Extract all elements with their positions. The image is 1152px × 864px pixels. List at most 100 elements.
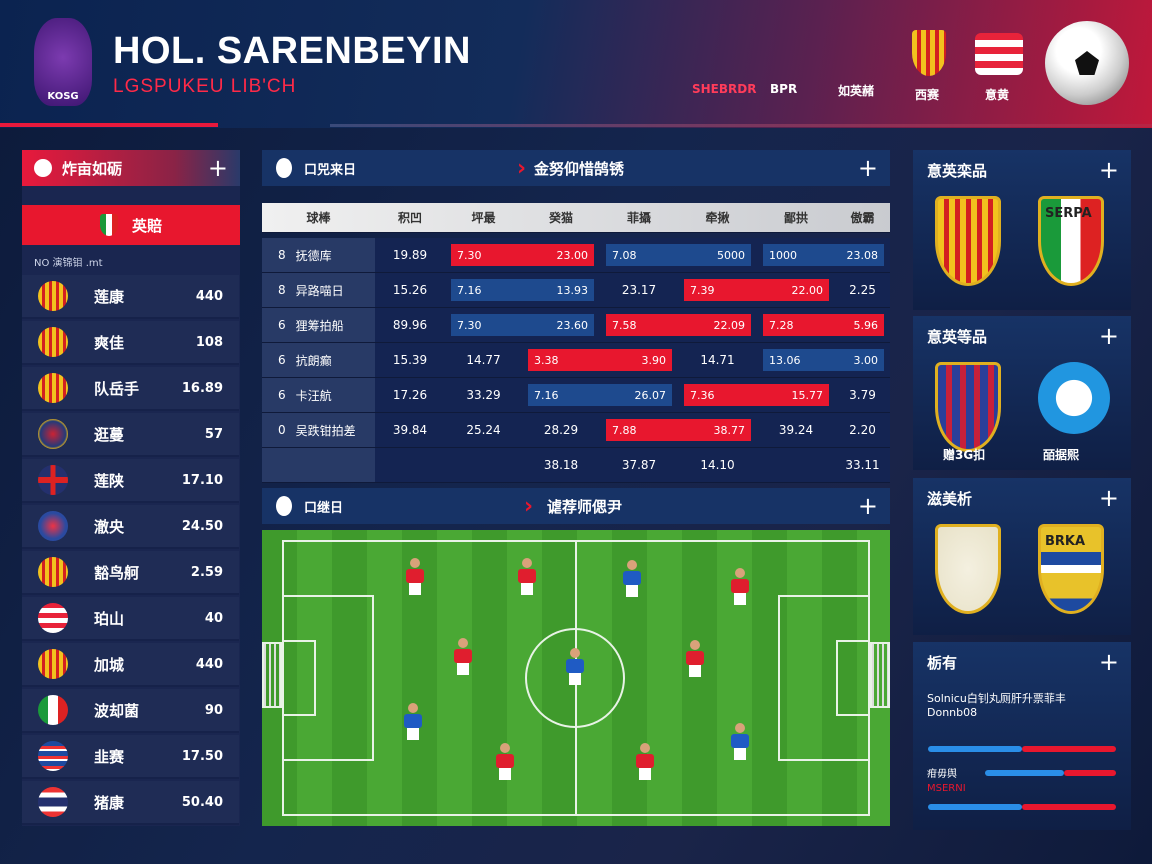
nav-item-2[interactable]: BPR <box>770 82 798 96</box>
team-value: 440 <box>195 656 223 672</box>
stat-bar-away <box>1063 770 1116 776</box>
table-row[interactable]: 38.18 37.87 14.10 33.11 <box>262 448 890 483</box>
pitch-panel-header: 口继日 › 谑荐师偲尹 + <box>262 488 890 524</box>
flag-blue-icon <box>38 741 68 771</box>
red-highlight-bar: 7.88 38.77 <box>606 419 751 441</box>
row-team-cell: 6 抗朗癫 <box>262 343 375 377</box>
crest-navy-icon <box>38 419 68 449</box>
goal-left <box>262 642 282 708</box>
home-player[interactable] <box>405 558 425 596</box>
expand-plus-icon[interactable]: + <box>1098 322 1119 350</box>
column-header[interactable]: 积凹 <box>397 211 422 225</box>
expand-plus-icon[interactable]: + <box>857 492 878 520</box>
home-player[interactable] <box>730 568 750 606</box>
team-list-item[interactable]: 爽佳 108 <box>22 321 239 365</box>
bar-value: 7.28 <box>769 318 794 332</box>
red-highlight-bar: 7.36 15.77 <box>684 384 829 406</box>
bar-value: 26.07 <box>634 388 667 402</box>
bar-value: 5000 <box>717 248 745 262</box>
row-rank: 8 <box>278 283 286 297</box>
bar-value: 3.90 <box>641 353 667 367</box>
column-header[interactable]: 菲攝 <box>626 211 651 225</box>
table-cell: 17.26 <box>392 388 428 402</box>
row-team-cell: 0 吴跌钳拍差 <box>262 413 375 447</box>
flag-icon[interactable] <box>975 33 1023 75</box>
team-crest-icon[interactable] <box>935 362 1001 452</box>
row-team-name: 狸筹拍船 <box>295 318 344 333</box>
team-list-item[interactable]: 波却菌 90 <box>22 689 239 733</box>
table-row[interactable]: 6 狸筹拍船 89.96 7.30 23.60 7.58 22.09 7.28 5.96 <box>262 308 890 343</box>
nav-item-1[interactable]: SHEBRDR <box>692 82 757 96</box>
expand-plus-icon[interactable]: + <box>1098 156 1119 184</box>
nav-item-5[interactable]: 意黄 <box>985 88 1010 102</box>
league-tab-selected[interactable]: 英賠 <box>22 205 240 245</box>
team-list-item[interactable]: 澈央 24.50 <box>22 505 239 549</box>
column-header[interactable]: 癸猫 <box>548 211 573 225</box>
team-name: 澈央 <box>94 517 125 536</box>
team-list-item[interactable]: 莲陕 17.10 <box>22 459 239 503</box>
bar-value: 7.16 <box>457 283 482 297</box>
home-player[interactable] <box>495 743 515 781</box>
team-name: 豁鸟舸 <box>94 563 140 582</box>
home-player[interactable] <box>517 558 537 596</box>
table-panel-title: 金努仰惜鹄锈 <box>534 159 625 178</box>
team-list-item[interactable]: 珀山 40 <box>22 597 239 641</box>
column-header[interactable]: 球棒 <box>306 211 331 225</box>
away-player[interactable] <box>403 703 423 741</box>
team-crest-icon[interactable] <box>1038 362 1110 434</box>
table-cell: 39.84 <box>392 423 428 437</box>
app-title: HOL. SARENBEYIN <box>113 30 471 72</box>
standings-table: 球棒 积凹 坪最 癸猫 菲攝 牵揪 鄙拱 傲霸 8 抚德库 19.89 7.30 23.00 7.08 50… <box>262 203 890 483</box>
team-value: 2.59 <box>190 564 223 580</box>
expand-plus-icon[interactable]: + <box>857 154 878 182</box>
table-row[interactable]: 0 吴跌钳拍差 39.84 25.24 28.29 7.88 38.77 39.24 2.20 <box>262 413 890 448</box>
team-crest-icon[interactable] <box>1038 196 1104 286</box>
team-list-item[interactable]: 加城 440 <box>22 643 239 687</box>
table-row[interactable]: 8 抚德库 19.89 7.30 23.00 7.08 5000 1000 23.08 <box>262 238 890 273</box>
nav-item-4[interactable]: 西赛 <box>915 88 940 102</box>
team-crest-icon[interactable] <box>935 196 1001 286</box>
expand-plus-icon[interactable]: + <box>207 154 228 182</box>
nav-item-3[interactable]: 如英赭 <box>838 84 875 98</box>
column-header[interactable]: 坪最 <box>471 211 496 225</box>
away-player[interactable] <box>730 723 750 761</box>
home-player[interactable] <box>453 638 473 676</box>
crest-label: 赠3G扣 <box>943 448 986 462</box>
expand-plus-icon[interactable]: + <box>1098 484 1119 512</box>
team-list-item[interactable]: 莲康 440 <box>22 275 239 319</box>
home-player[interactable] <box>635 743 655 781</box>
league-icon <box>34 159 52 177</box>
italy-flag-icon <box>99 214 118 236</box>
bar-value: 38.77 <box>713 423 746 437</box>
table-cell: 2.25 <box>849 283 876 297</box>
stats-label: MSERNI <box>927 783 966 794</box>
team-list-item[interactable]: 队岳手 16.89 <box>22 367 239 411</box>
away-player[interactable] <box>565 648 585 686</box>
pitch-panel-label: 口继日 <box>304 500 344 516</box>
section-label: NO 演锦钼 .mt <box>34 258 103 269</box>
blue-highlight-bar: 1000 23.08 <box>763 244 884 266</box>
table-cell: 33.11 <box>845 458 880 472</box>
column-header[interactable]: 傲霸 <box>850 211 875 225</box>
team-list-item[interactable]: 韭赛 17.50 <box>22 735 239 779</box>
away-player[interactable] <box>622 560 642 598</box>
table-cell: 25.24 <box>466 423 501 437</box>
team-list-item[interactable]: 豁鸟舸 2.59 <box>22 551 239 595</box>
team-list-item[interactable]: 猪康 50.40 <box>22 781 239 825</box>
expand-plus-icon[interactable]: + <box>1098 648 1119 676</box>
table-row[interactable]: 6 卡汪航 17.26 33.29 7.16 26.07 7.36 15.77 3.79 <box>262 378 890 413</box>
table-cell: 19.89 <box>392 248 428 262</box>
crest-icon[interactable] <box>912 30 946 76</box>
table-row[interactable]: 8 异路喵日 15.26 7.16 13.93 23.17 7.39 22.00 2.25 <box>262 273 890 308</box>
team-crest-icon[interactable] <box>935 524 1001 614</box>
column-header[interactable]: 牵揪 <box>705 211 730 225</box>
home-player[interactable] <box>685 640 705 678</box>
team-crest-icon[interactable] <box>1038 524 1104 614</box>
bar-value: 3.00 <box>853 353 879 367</box>
column-header[interactable]: 鄙拱 <box>783 211 808 225</box>
team-list-item[interactable]: 逛蔓 57 <box>22 413 239 457</box>
row-team-cell: 6 狸筹拍船 <box>262 308 375 342</box>
table-row[interactable]: 6 抗朗癫 15.39 14.77 3.38 3.90 14.71 13.06 3.00 <box>262 343 890 378</box>
chevron-right-icon: › <box>524 493 534 519</box>
panel-header: 意英等品 + <box>927 318 1131 354</box>
